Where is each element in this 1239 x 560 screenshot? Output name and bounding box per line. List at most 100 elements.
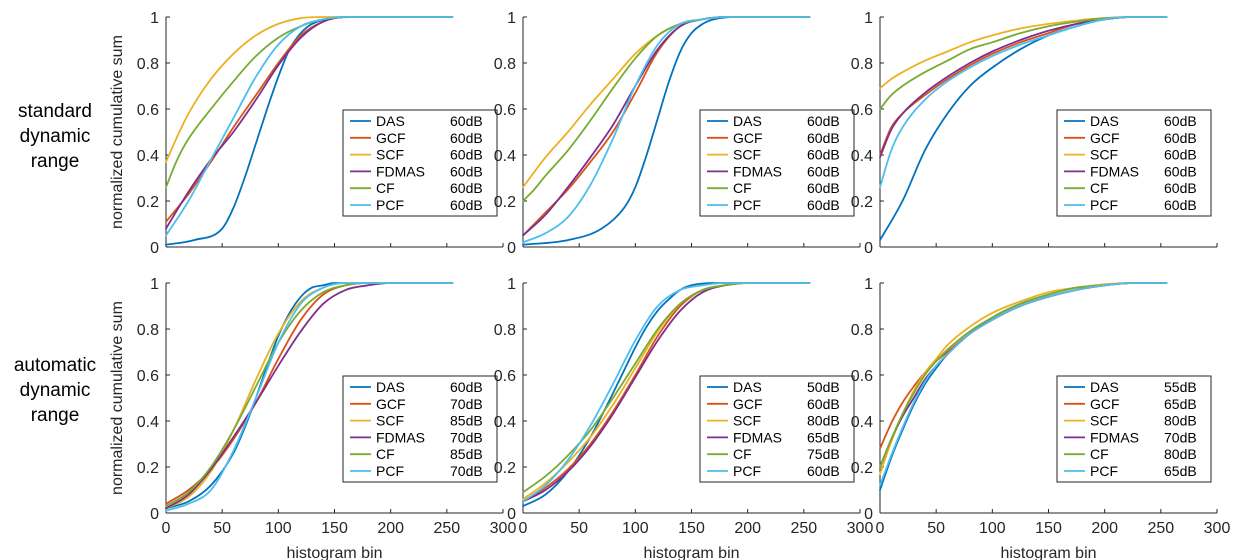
x-axis-title: histogram bin: [1000, 545, 1096, 560]
chart-panel-r1c0: 0 0.2 0.4 0.6 0.8 1 0 50 100 150 200 250 300 histogra…: [109, 276, 516, 560]
x-axis-title: histogram bin: [643, 545, 739, 560]
legend-range: 60dB: [807, 130, 840, 146]
legend-range: 60dB: [807, 147, 840, 163]
legend: DAS 60dB GCF 60dB SCF 60dB FDMAS 60dB CF 60dB PCF 6…: [1056, 109, 1212, 217]
series-line-cf: [879, 16, 1168, 110]
legend-label: SCF: [376, 413, 404, 429]
row-label-line: dynamic: [19, 380, 91, 401]
y-tick-label: 0.6: [494, 368, 516, 385]
x-tick-label: 0: [519, 520, 528, 537]
chart-panel-r0c1: 0 0.2 0.4 0.6 0.8 1 DAS 60dB GCF 60dB SCF 60dB FDMAS…: [494, 10, 861, 257]
y-tick-label: 0.4: [851, 148, 873, 165]
legend-range: 60dB: [1164, 130, 1197, 146]
y-tick-label: 1: [507, 10, 516, 27]
legend: DAS 60dB GCF 60dB SCF 60dB FDMAS 60dB CF 60dB PCF 6…: [342, 109, 498, 217]
legend: DAS 55dB GCF 65dB SCF 80dB FDMAS 70dB CF 80dB PCF 6…: [1056, 375, 1212, 483]
legend-label: CF: [1090, 180, 1109, 196]
row-label-line: standard: [18, 101, 92, 122]
y-tick-label: 0: [150, 240, 159, 257]
x-tick-label: 150: [678, 520, 705, 537]
legend-label: PCF: [376, 463, 404, 479]
legend-label: SCF: [1090, 147, 1118, 163]
y-tick-label: 0.2: [851, 194, 873, 211]
legend-box: [699, 109, 855, 217]
legend-range: 60dB: [450, 379, 483, 395]
legend-range: 60dB: [807, 396, 840, 412]
legend-range: 60dB: [450, 197, 483, 213]
row-label-line: dynamic: [19, 126, 91, 147]
legend-range: 70dB: [450, 429, 483, 445]
row-label-line: range: [30, 405, 80, 426]
legend-range: 60dB: [450, 130, 483, 146]
legend-range: 65dB: [1164, 463, 1197, 479]
legend-label: FDMAS: [733, 429, 782, 445]
y-tick-label: 0.8: [494, 322, 516, 339]
legend-label: PCF: [1090, 463, 1118, 479]
y-tick-label: 0: [150, 506, 159, 523]
x-tick-label: 100: [979, 520, 1006, 537]
legend-label: GCF: [733, 130, 763, 146]
y-tick-label: 0.2: [137, 194, 159, 211]
series-line-das: [522, 16, 811, 246]
legend-range: 60dB: [807, 463, 840, 479]
legend-label: CF: [733, 180, 752, 196]
legend-label: GCF: [376, 396, 406, 412]
legend-label: DAS: [733, 113, 762, 129]
legend-label: DAS: [376, 379, 405, 395]
x-tick-label: 200: [377, 520, 404, 537]
legend-range: 60dB: [807, 163, 840, 179]
x-tick-label: 150: [321, 520, 348, 537]
legend-label: PCF: [376, 197, 404, 213]
legend-box: [1056, 375, 1212, 483]
legend-label: SCF: [376, 147, 404, 163]
legend-range: 60dB: [450, 147, 483, 163]
legend-range: 60dB: [1164, 113, 1197, 129]
legend-range: 85dB: [450, 446, 483, 462]
y-tick-label: 0: [864, 506, 873, 523]
legend-label: CF: [376, 446, 395, 462]
y-tick-label: 0.4: [851, 414, 873, 431]
legend-box: [342, 109, 498, 217]
series-line-pcf: [165, 282, 454, 512]
legend-label: GCF: [1090, 396, 1120, 412]
chart-panel-r1c1: 0 0.2 0.4 0.6 0.8 1 0 50 100 150 200 250 300 histogra…: [494, 276, 874, 560]
legend-range: 60dB: [807, 197, 840, 213]
series-line-scf: [879, 16, 1168, 90]
y-tick-label: 0.8: [494, 56, 516, 73]
row-label-line: range: [30, 151, 80, 172]
series-line-pcf: [879, 282, 1168, 487]
x-tick-label: 200: [1091, 520, 1118, 537]
legend-range: 70dB: [1164, 429, 1197, 445]
y-axis-title: normalized cumulative sum: [109, 35, 126, 229]
legend-range: 70dB: [450, 396, 483, 412]
chart-panel-r0c0: 0 0.2 0.4 0.6 0.8 1 normalized cumulative sum D…: [109, 10, 504, 257]
y-tick-label: 0.8: [137, 322, 159, 339]
y-axis-title: normalized cumulative sum: [109, 301, 126, 495]
legend-label: FDMAS: [1090, 429, 1139, 445]
series-line-das: [165, 282, 454, 510]
y-tick-label: 0.4: [137, 148, 159, 165]
row-label-line: automatic: [13, 355, 97, 376]
legend-range: 60dB: [450, 180, 483, 196]
y-tick-label: 0.2: [494, 460, 516, 477]
y-tick-label: 1: [507, 276, 516, 293]
y-tick-label: 0.6: [494, 102, 516, 119]
y-tick-label: 0: [507, 240, 516, 257]
legend-range: 60dB: [1164, 163, 1197, 179]
y-tick-label: 0.6: [137, 102, 159, 119]
x-tick-label: 250: [790, 520, 817, 537]
y-tick-label: 0.4: [494, 414, 516, 431]
x-tick-label: 50: [213, 520, 231, 537]
legend: DAS 50dB GCF 60dB SCF 80dB FDMAS 65dB CF 75dB PCF 6…: [699, 375, 855, 483]
legend-label: GCF: [1090, 130, 1120, 146]
legend-range: 65dB: [1164, 396, 1197, 412]
x-tick-label: 100: [265, 520, 292, 537]
legend-label: PCF: [1090, 197, 1118, 213]
legend-label: DAS: [1090, 379, 1119, 395]
legend-label: CF: [733, 446, 752, 462]
legend-label: SCF: [1090, 413, 1118, 429]
y-tick-label: 0.6: [137, 368, 159, 385]
legend-label: FDMAS: [733, 163, 782, 179]
legend-range: 60dB: [807, 113, 840, 129]
x-axis-title: histogram bin: [286, 545, 382, 560]
